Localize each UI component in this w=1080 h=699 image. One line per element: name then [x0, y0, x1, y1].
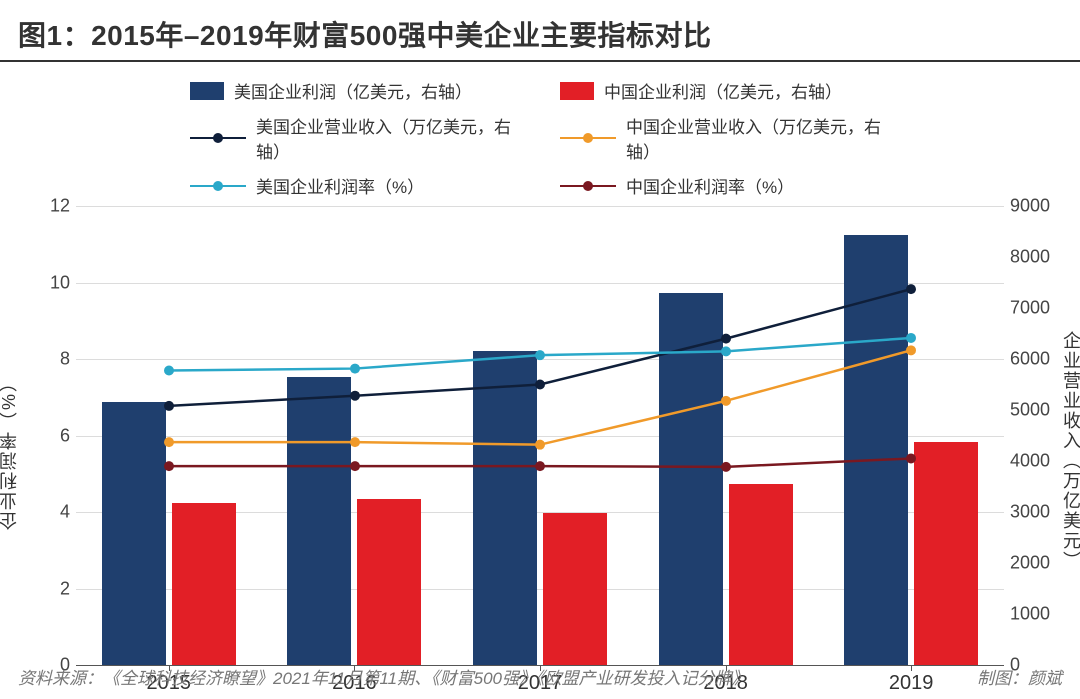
y-axis-left: 024681012: [20, 206, 76, 666]
bar-cn-profit: [729, 484, 793, 665]
bar-cn-profit: [543, 513, 607, 665]
bar-group: [447, 206, 633, 665]
legend-us-margin: 美国企业利润率（%）: [190, 173, 520, 198]
legend-swatch-cn-revenue: [560, 129, 616, 147]
legend-swatch-us-revenue: [190, 129, 246, 147]
bar-group: [633, 206, 819, 665]
y-right-tick: 1000: [1010, 604, 1050, 625]
legend-cn-profit: 中国企业利润（亿美元，右轴）: [560, 78, 890, 103]
legend-swatch-us-profit: [190, 82, 224, 100]
bar-cn-profit: [357, 499, 421, 665]
legend-us-revenue: 美国企业营业收入（万亿美元，右轴）: [190, 113, 520, 163]
y-left-tick: 2: [60, 578, 70, 599]
y-right-tick: 9000: [1010, 196, 1050, 217]
chart: 企业利润率（%） 企业营业收入（万亿美元） 企业利润（亿美元） 02468101…: [20, 206, 1060, 695]
legend-label: 美国企业利润率（%）: [256, 173, 424, 198]
bar-us-profit: [844, 235, 908, 665]
legend-label: 美国企业利润（亿美元，右轴）: [234, 78, 472, 103]
y-left-tick: 10: [50, 272, 70, 293]
y-left-tick: 4: [60, 502, 70, 523]
bar-us-profit: [473, 351, 537, 665]
legend-label: 中国企业利润（亿美元，右轴）: [604, 78, 842, 103]
y-right-tick: 2000: [1010, 553, 1050, 574]
bar-us-profit: [659, 293, 723, 665]
y-right-tick: 3000: [1010, 502, 1050, 523]
y-left-tick: 8: [60, 349, 70, 370]
bar-us-profit: [102, 402, 166, 665]
y-right-tick: 7000: [1010, 298, 1050, 319]
y-right-tick: 8000: [1010, 247, 1050, 268]
legend-swatch-cn-margin: [560, 177, 616, 195]
legend-swatch-cn-profit: [560, 82, 594, 100]
y-right-tick: 6000: [1010, 349, 1050, 370]
legend-label: 美国企业营业收入（万亿美元，右轴）: [256, 113, 520, 163]
legend-us-profit: 美国企业利润（亿美元，右轴）: [190, 78, 520, 103]
legend-label: 中国企业利润率（%）: [626, 173, 794, 198]
legend-cn-margin: 中国企业利润率（%）: [560, 173, 890, 198]
y-right-tick: 4000: [1010, 451, 1050, 472]
y-right-tick: 5000: [1010, 400, 1050, 421]
bar-group: [76, 206, 262, 665]
bar-us-profit: [287, 377, 351, 665]
y-axis-right-title-1: 企业营业收入（万亿美元）: [1058, 331, 1080, 571]
bar-group: [818, 206, 1004, 665]
y-left-tick: 6: [60, 425, 70, 446]
legend-swatch-us-margin: [190, 177, 246, 195]
bar-group: [262, 206, 448, 665]
bar-groups: [76, 206, 1004, 665]
y-axis-right: 0100020003000400050006000700080009000: [1004, 206, 1060, 666]
y-axis-left-title: 企业利润率（%）: [0, 371, 22, 529]
chart-title: 图1：2015年–2019年财富500强中美企业主要指标对比: [0, 0, 1080, 62]
bar-cn-profit: [914, 442, 978, 665]
y-left-tick: 12: [50, 196, 70, 217]
plot-area: [76, 206, 1004, 666]
source-line: 资料来源：《全球科技经济瞭望》2021年11月第11期、《财富500强》《欧盟产…: [18, 664, 1062, 689]
source-text: 资料来源：《全球科技经济瞭望》2021年11月第11期、《财富500强》《欧盟产…: [18, 664, 748, 689]
legend: 美国企业利润（亿美元，右轴） 中国企业利润（亿美元，右轴） 美国企业营业收入（万…: [190, 78, 890, 198]
legend-cn-revenue: 中国企业营业收入（万亿美元，右轴）: [560, 113, 890, 163]
legend-label: 中国企业营业收入（万亿美元，右轴）: [626, 113, 890, 163]
bar-cn-profit: [172, 503, 236, 665]
credit-text: 制图：颜斌: [977, 664, 1062, 689]
